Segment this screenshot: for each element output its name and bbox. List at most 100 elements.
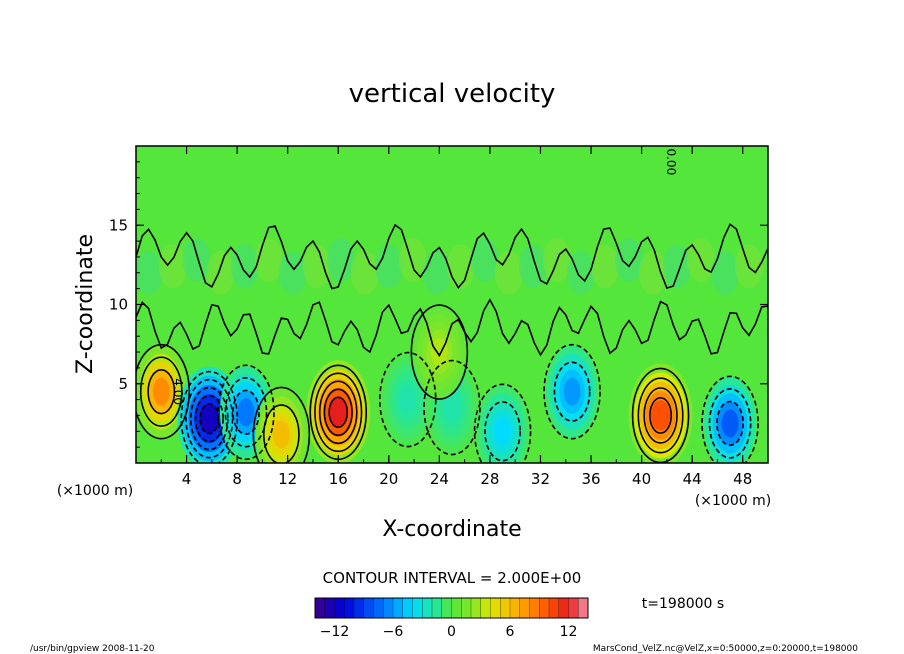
y-axis-ticks: 5 10 15 [109, 161, 768, 448]
contour-ring-3 [252, 386, 311, 463]
contour-ring-4 [323, 388, 353, 437]
contour-ring-0 [136, 343, 191, 440]
variability-blob [590, 244, 619, 289]
contour-ring-2 [217, 364, 275, 461]
x-tick-label: 8 [232, 470, 242, 488]
colorbar-cell [422, 597, 433, 619]
feature-level [721, 409, 739, 438]
colorbar-cell [441, 597, 452, 619]
colorbar-cell [500, 597, 511, 619]
feature-4 [306, 360, 371, 463]
colorbar-cell [334, 597, 345, 619]
colorbar-cell [578, 597, 589, 619]
colorbar-cell [548, 597, 560, 619]
variability-blob [302, 244, 331, 289]
contour-ring-1 [189, 386, 229, 451]
contour-ring-4 [318, 380, 358, 445]
y-tick-label: 5 [118, 375, 128, 393]
colorbar-tick-label: −12 [320, 624, 350, 640]
feature-level [430, 338, 448, 367]
variability-blob [638, 250, 667, 295]
footer-left: /usr/bin/gpview 2008-11-20 [30, 644, 155, 654]
zero-contour-upper [136, 223, 768, 290]
colorbar-tick-label: 12 [560, 624, 578, 640]
feature-level [494, 417, 511, 446]
variability-blob [614, 238, 643, 283]
contour-ring-4 [328, 396, 349, 429]
feature-level [443, 393, 461, 422]
contour-ring-10 [708, 388, 752, 459]
variability-blob [374, 244, 403, 289]
contour-ring-2 [224, 377, 268, 448]
contour-label-1: 0.00 [664, 148, 678, 175]
y-axis-label: Z-coordinate [73, 234, 98, 374]
variability-blob [136, 250, 163, 295]
feature-7 [476, 385, 529, 463]
feature-level [152, 377, 170, 406]
colorbar-cell [431, 597, 443, 619]
variability-blob [182, 238, 211, 283]
colorbar: −12 −6 0 6 12 [314, 597, 589, 640]
variability-blob [446, 244, 475, 289]
variability-blob [206, 250, 235, 295]
colorbar-cell [529, 597, 540, 619]
variability-blob [398, 238, 427, 283]
colorbar-cell [461, 597, 472, 619]
feature-level [563, 377, 581, 406]
colorbar-tick-label: 0 [447, 624, 456, 640]
contour-ring-9 [637, 377, 684, 454]
colorbar-cell [344, 597, 355, 619]
contour-ring-0 [147, 369, 176, 415]
colorbar-cell [490, 597, 501, 619]
feature-level [399, 385, 417, 414]
contour-ring-0 [139, 356, 183, 427]
contour-ring-8 [543, 343, 601, 440]
contour-interval-text: CONTOUR INTERVAL = 2.000E+00 [323, 569, 582, 587]
variability-blob [326, 238, 355, 283]
x-tick-label: 48 [733, 470, 752, 488]
x-tick-label: 24 [430, 470, 449, 488]
contour-ring-4 [314, 372, 363, 453]
feature-level [328, 397, 348, 428]
feature-level [199, 403, 219, 434]
colorbar-cell [480, 597, 491, 619]
colorbar-tick-label: 6 [506, 624, 515, 640]
x-axis-label: X-coordinate [382, 517, 521, 542]
chart-title: vertical velocity [349, 79, 556, 109]
colorbar-cell [383, 597, 394, 619]
heatmap-features [136, 238, 764, 463]
x-tick-label: 36 [581, 470, 600, 488]
x-unit-label-right: (×1000 m) [695, 493, 771, 509]
x-unit-label-left: (×1000 m) [57, 483, 133, 499]
feature-0 [136, 345, 188, 438]
colorbar-ticks: −12 −6 0 6 12 [320, 624, 578, 640]
zero-contour-lower [136, 298, 768, 358]
feature-level [272, 420, 290, 449]
contour-ring-11 [410, 304, 469, 400]
footer-right: MarsCond_VelZ.nc@VelZ,x=0:50000,z=0:2000… [593, 644, 858, 654]
colorbar-cell [402, 597, 413, 619]
contour-ring-2 [232, 389, 260, 435]
x-tick-label: 16 [329, 470, 348, 488]
contour-label-0: 4.00 [171, 378, 185, 405]
contour-ring-6 [423, 359, 481, 456]
colorbar-cell [353, 597, 365, 619]
colorbar-cell [539, 597, 550, 619]
colorbar-cell [392, 597, 404, 619]
plot-area: 4.00 0.00 [135, 145, 769, 464]
x-tick-label: 28 [480, 470, 499, 488]
contour-ring-10 [701, 375, 759, 463]
variability-blob [711, 250, 740, 295]
colorbar-cell [568, 597, 579, 619]
colorbar-tick-label: −6 [383, 624, 404, 640]
feature-level [237, 398, 255, 427]
contour-ring-1 [194, 394, 224, 443]
x-axis-ticks: 4 8 12 16 20 24 28 32 36 40 44 48 [135, 146, 769, 488]
contour-lines [136, 223, 768, 463]
colorbar-cell [509, 597, 521, 619]
colorbar-cell [373, 597, 384, 619]
contour-ring-3 [262, 404, 300, 463]
y-tick-label: 15 [109, 216, 128, 234]
colorbar-cell [558, 597, 569, 619]
feature-level [650, 400, 671, 431]
